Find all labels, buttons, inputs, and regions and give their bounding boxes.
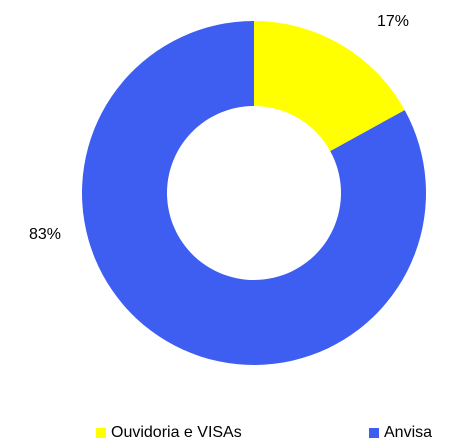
data-label: 83% bbox=[29, 226, 61, 243]
data-label: 17% bbox=[377, 13, 409, 30]
legend-swatch bbox=[96, 428, 106, 438]
legend-swatch bbox=[369, 428, 379, 438]
legend-label: Anvisa bbox=[384, 424, 432, 441]
slice bbox=[254, 21, 405, 152]
legend-label: Ouvidoria e VISAs bbox=[111, 424, 242, 441]
slice bbox=[82, 20, 427, 365]
